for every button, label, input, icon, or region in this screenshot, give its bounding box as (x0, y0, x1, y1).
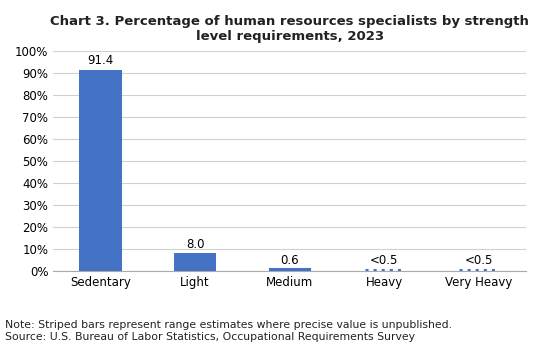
Text: <0.5: <0.5 (370, 254, 398, 267)
Text: 91.4: 91.4 (88, 55, 114, 67)
Title: Chart 3. Percentage of human resources specialists by strength
level requirement: Chart 3. Percentage of human resources s… (50, 15, 529, 43)
Text: <0.5: <0.5 (465, 254, 493, 267)
Text: 0.6: 0.6 (280, 254, 299, 267)
Text: 8.0: 8.0 (186, 238, 204, 250)
Bar (174, 253, 216, 271)
Bar (79, 70, 122, 271)
Text: Note: Striped bars represent range estimates where precise value is unpublished.: Note: Striped bars represent range estim… (5, 320, 452, 342)
